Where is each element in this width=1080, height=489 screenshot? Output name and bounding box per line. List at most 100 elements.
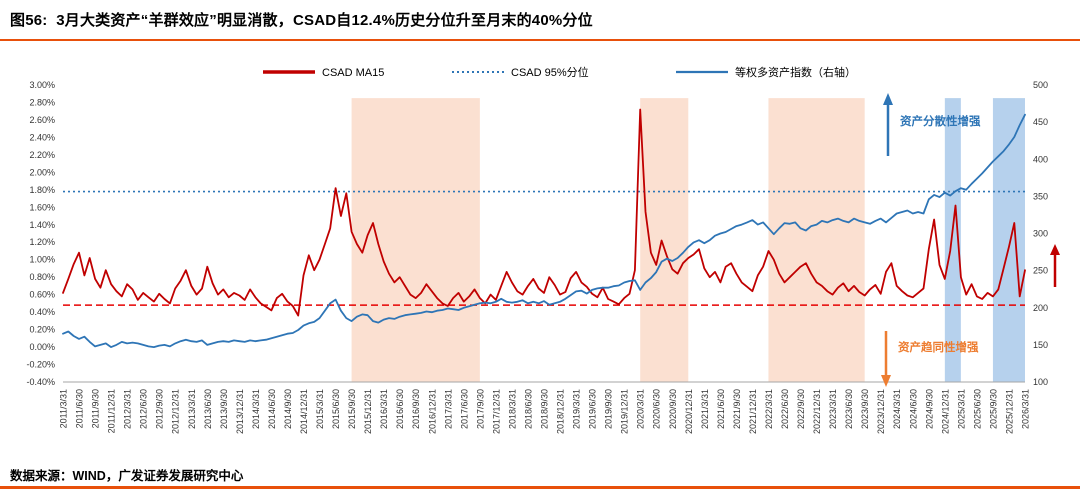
svg-text:100: 100 xyxy=(1033,377,1048,387)
svg-text:0.60%: 0.60% xyxy=(29,290,55,300)
svg-text:400: 400 xyxy=(1033,154,1048,164)
svg-text:2025/6/30: 2025/6/30 xyxy=(972,389,982,429)
svg-text:0.20%: 0.20% xyxy=(29,325,55,335)
svg-text:2018/3/31: 2018/3/31 xyxy=(507,389,517,429)
svg-text:2023/9/30: 2023/9/30 xyxy=(860,389,870,429)
svg-text:2025/12/31: 2025/12/31 xyxy=(1004,389,1014,434)
figure-title: 图56: 3月大类资产“羊群效应”明显消散，CSAD自12.4%历史分位升至月末… xyxy=(10,12,593,29)
svg-text:3.00%: 3.00% xyxy=(29,80,55,90)
svg-text:2018/6/30: 2018/6/30 xyxy=(523,389,533,429)
svg-text:2014/6/30: 2014/6/30 xyxy=(267,389,277,429)
svg-text:2012/6/30: 2012/6/30 xyxy=(139,389,149,429)
chart-svg: 3.00% 2.80% 2.60% 2.40% 2.20% 2.00% 1.80% 1.60%… xyxy=(26,65,1060,434)
svg-text:2020/6/30: 2020/6/30 xyxy=(652,389,662,429)
svg-text:2.00%: 2.00% xyxy=(29,167,55,177)
svg-text:2022/12/31: 2022/12/31 xyxy=(812,389,822,434)
svg-text:0.40%: 0.40% xyxy=(29,307,55,317)
svg-text:1.60%: 1.60% xyxy=(29,202,55,212)
svg-text:2013/9/30: 2013/9/30 xyxy=(219,389,229,429)
csad-ma15-line xyxy=(62,108,1026,317)
dispersion-arrow-head xyxy=(883,93,893,105)
data-source: 数据来源：WIND，广发证券发展研究中心 xyxy=(10,469,244,483)
svg-text:2021/3/31: 2021/3/31 xyxy=(700,389,710,429)
svg-text:2011/9/30: 2011/9/30 xyxy=(91,389,101,428)
svg-text:2015/3/31: 2015/3/31 xyxy=(315,389,325,429)
svg-text:2019/12/31: 2019/12/31 xyxy=(620,389,630,434)
svg-text:2014/3/31: 2014/3/31 xyxy=(251,389,261,429)
svg-text:2026/3/31: 2026/3/31 xyxy=(1021,389,1031,429)
dispersion-label: 资产分散性增强 xyxy=(900,114,981,128)
svg-text:2017/3/31: 2017/3/31 xyxy=(443,389,453,429)
svg-text:300: 300 xyxy=(1033,229,1048,239)
svg-text:200: 200 xyxy=(1033,303,1048,313)
svg-text:2025/9/30: 2025/9/30 xyxy=(988,389,998,429)
legend: CSAD MA15 CSAD 95%分位 等权多资产指数（右轴） xyxy=(263,65,856,79)
svg-text:2013/12/31: 2013/12/31 xyxy=(235,389,245,434)
legend-label: 等权多资产指数（右轴） xyxy=(735,65,856,79)
svg-text:2016/6/30: 2016/6/30 xyxy=(395,389,405,429)
svg-text:2011/6/30: 2011/6/30 xyxy=(75,389,85,428)
svg-text:2023/6/30: 2023/6/30 xyxy=(844,389,854,429)
svg-text:2022/3/31: 2022/3/31 xyxy=(764,389,774,429)
svg-text:0.00%: 0.00% xyxy=(29,342,55,352)
legend-label: CSAD 95%分位 xyxy=(511,65,589,79)
svg-text:2024/3/31: 2024/3/31 xyxy=(892,389,902,429)
svg-text:2011/3/31: 2011/3/31 xyxy=(59,389,69,428)
svg-text:2024/9/30: 2024/9/30 xyxy=(924,389,934,429)
blue-highlight-band xyxy=(944,98,961,382)
svg-text:2015/9/30: 2015/9/30 xyxy=(347,389,357,429)
csad-rising-arrow-head xyxy=(1050,244,1060,255)
svg-text:2019/6/30: 2019/6/30 xyxy=(588,389,598,429)
svg-text:2020/12/31: 2020/12/31 xyxy=(684,389,694,434)
svg-text:2011/12/31: 2011/12/31 xyxy=(107,389,117,433)
svg-text:250: 250 xyxy=(1033,266,1048,276)
equal-weight-index-line xyxy=(62,113,1026,349)
svg-text:2021/6/30: 2021/6/30 xyxy=(716,389,726,429)
svg-text:1.80%: 1.80% xyxy=(29,185,55,195)
svg-text:2019/3/31: 2019/3/31 xyxy=(572,389,582,429)
svg-text:2025/3/31: 2025/3/31 xyxy=(956,389,966,429)
svg-text:2014/9/30: 2014/9/30 xyxy=(283,389,293,429)
svg-text:2018/9/30: 2018/9/30 xyxy=(540,389,550,429)
legend-label: CSAD MA15 xyxy=(322,67,384,79)
svg-text:2012/12/31: 2012/12/31 xyxy=(171,389,181,434)
svg-text:2015/6/30: 2015/6/30 xyxy=(331,389,341,429)
figure-header: 图56: 3月大类资产“羊群效应”明显消散，CSAD自12.4%历史分位升至月末… xyxy=(0,0,1080,39)
svg-text:500: 500 xyxy=(1033,80,1048,90)
orange-highlight-band xyxy=(351,98,480,382)
x-axis-labels: 2011/3/31 2011/6/30 2011/9/30 2011/12/31 201… xyxy=(59,389,1031,434)
svg-text:2015/12/31: 2015/12/31 xyxy=(363,389,373,434)
orange-highlight-band xyxy=(640,98,689,382)
svg-text:-0.20%: -0.20% xyxy=(26,360,55,370)
title-divider xyxy=(0,39,1080,41)
svg-text:2020/3/31: 2020/3/31 xyxy=(636,389,646,429)
svg-text:2023/3/31: 2023/3/31 xyxy=(828,389,838,429)
svg-text:150: 150 xyxy=(1033,340,1048,350)
svg-text:2016/9/30: 2016/9/30 xyxy=(411,389,421,429)
svg-text:2.20%: 2.20% xyxy=(29,150,55,160)
bottom-divider xyxy=(0,486,1080,489)
svg-text:2.60%: 2.60% xyxy=(29,115,55,125)
right-axis-labels: 500 450 400 350 300 250 200 150 100 xyxy=(1033,80,1048,387)
blue-highlight-band xyxy=(992,98,1025,382)
svg-text:2024/6/30: 2024/6/30 xyxy=(908,389,918,429)
svg-text:2018/12/31: 2018/12/31 xyxy=(556,389,566,434)
svg-text:2022/9/30: 2022/9/30 xyxy=(796,389,806,429)
svg-text:450: 450 xyxy=(1033,117,1048,127)
svg-text:2.80%: 2.80% xyxy=(29,97,55,107)
chart-area: 3.00% 2.80% 2.60% 2.40% 2.20% 2.00% 1.80% 1.60%… xyxy=(0,41,1080,455)
svg-text:0.80%: 0.80% xyxy=(29,272,55,282)
svg-text:2020/9/30: 2020/9/30 xyxy=(668,389,678,429)
svg-text:2016/12/31: 2016/12/31 xyxy=(427,389,437,434)
svg-text:-0.40%: -0.40% xyxy=(26,377,55,387)
svg-text:2013/3/31: 2013/3/31 xyxy=(187,389,197,429)
svg-text:2.40%: 2.40% xyxy=(29,132,55,142)
svg-text:2017/12/31: 2017/12/31 xyxy=(491,389,501,434)
svg-text:2019/9/30: 2019/9/30 xyxy=(604,389,614,429)
svg-text:2012/3/31: 2012/3/31 xyxy=(123,389,133,429)
svg-text:2017/6/30: 2017/6/30 xyxy=(459,389,469,429)
svg-text:2021/9/30: 2021/9/30 xyxy=(732,389,742,429)
svg-text:2017/9/30: 2017/9/30 xyxy=(475,389,485,429)
svg-text:1.40%: 1.40% xyxy=(29,220,55,230)
svg-text:1.20%: 1.20% xyxy=(29,237,55,247)
